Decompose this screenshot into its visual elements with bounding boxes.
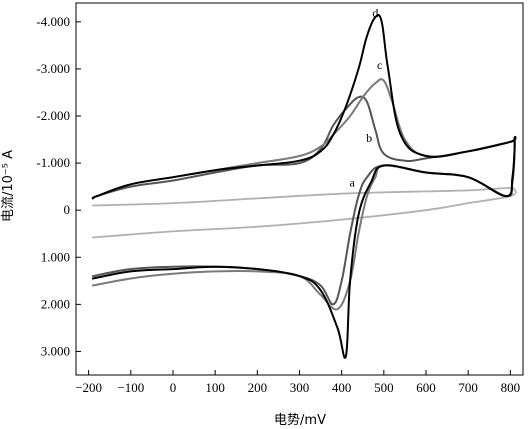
x-tick-label: 800 xyxy=(501,380,521,395)
x-axis-ticks: −200 −100 0 100 200 300 400 500 600 700 800 xyxy=(75,370,520,395)
y-tick-label: 0 xyxy=(64,202,71,217)
x-tick-label: 700 xyxy=(458,380,478,395)
x-tick-label: 0 xyxy=(170,380,177,395)
y-tick-label: 3.000 xyxy=(41,343,70,358)
x-axis-title: 电势/mV xyxy=(274,412,326,428)
series-d-curve xyxy=(91,14,517,359)
curve-label-d: d xyxy=(372,6,378,20)
x-tick-label: 200 xyxy=(248,380,268,395)
y-axis-ticks: -4.000 -3.000 -2.000 -1.000 0 1.000 2.000 3.000 xyxy=(36,14,81,358)
y-tick-label: -1.000 xyxy=(36,155,70,170)
plot-frame xyxy=(75,2,524,376)
y-tick-label: -4.000 xyxy=(36,14,70,29)
series-a-curve xyxy=(92,187,517,239)
curve-label-b: b xyxy=(366,131,372,145)
y-tick-label: 2.000 xyxy=(41,296,70,311)
series-c-curve xyxy=(91,78,517,311)
y-tick-label: 1.000 xyxy=(41,249,70,264)
y-axis-title: 电流/10⁻⁵ A xyxy=(1,150,16,222)
x-tick-label: 300 xyxy=(290,380,310,395)
x-tick-label: 400 xyxy=(332,380,352,395)
x-tick-label: −200 xyxy=(75,380,102,395)
x-tick-label: 600 xyxy=(416,380,436,395)
series-layer xyxy=(91,14,517,359)
curve-labels: a b c d xyxy=(350,6,383,190)
x-tick-label: 100 xyxy=(205,380,225,395)
series-b-curve xyxy=(91,95,517,306)
curve-label-c: c xyxy=(377,58,382,72)
curve-label-a: a xyxy=(350,176,356,190)
y-tick-label: -2.000 xyxy=(36,108,70,123)
x-tick-label: 500 xyxy=(374,380,394,395)
x-tick-label: −100 xyxy=(117,380,144,395)
y-tick-label: -3.000 xyxy=(36,61,70,76)
